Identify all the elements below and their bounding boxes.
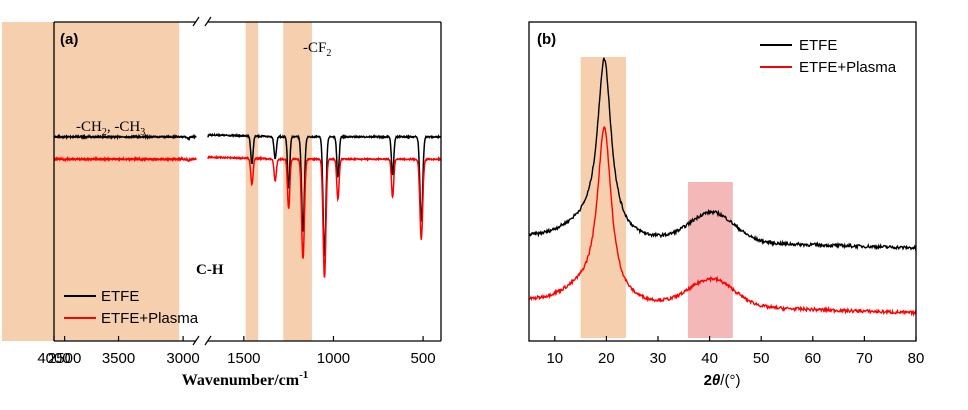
legend-a-label-plasma: ETFE+Plasma: [101, 310, 199, 327]
panel-b-legend: ETFE ETFE+Plasma: [760, 37, 897, 76]
panel-b-ticks: 10 20 30 40 50 60 70 80: [546, 336, 924, 367]
annotation-ch-text: -CH: [76, 119, 102, 135]
panel-b-xtick-label-10: 10: [546, 350, 563, 367]
panel-b-xtick-label-40: 40: [701, 350, 718, 367]
annotation-ch2-ch3: -CH2, -CH3: [76, 119, 145, 138]
panel-b-xtick-label-60: 60: [804, 350, 821, 367]
panel-b: 10 20 30 40 50 60 70 80 (b) ETFE ETFE+Plasma 2θ…: [528, 21, 924, 389]
panel-a-series-1-segment-1: [207, 154, 442, 278]
panel-a-xtick-label-3000: 3000: [166, 350, 199, 367]
panel-b-series-1: [528, 126, 917, 318]
panel-a-series-0-segment-0: [53, 133, 197, 142]
panel-a-series-0-segment-1: [207, 132, 442, 257]
break-mark-bottom-2: [204, 335, 212, 346]
panel-b-xlabel-prefix: 2: [704, 372, 712, 389]
panel-b-xtick-label-20: 20: [598, 350, 615, 367]
panel-a-xtick-label-1500: 1500: [227, 350, 260, 367]
legend-b-label-plasma: ETFE+Plasma: [799, 59, 897, 76]
panel-a-highlight-bands: [1, 22, 312, 341]
panel-a-legend: ETFE ETFE+Plasma: [64, 288, 199, 327]
break-mark-bottom-1: [192, 335, 200, 346]
panel-b-label: (b): [537, 31, 556, 48]
break-mark-top-2: [204, 16, 212, 27]
panel-b-xtick-label-50: 50: [753, 350, 770, 367]
annotation-cf2-sub: 2: [326, 48, 331, 59]
panel-b-frame: [528, 21, 917, 342]
panel-a-xtick-label-3500: 3500: [102, 350, 135, 367]
panel-a-xtick-label-500: 500: [411, 350, 436, 367]
annotation-ch-sub2: 3: [140, 127, 145, 138]
panel-a-frame: [53, 21, 442, 342]
panel-b-highlight-bands: [580, 57, 733, 338]
panel-b-series-0: [528, 57, 917, 252]
panel-b-xlabel-suffix: /(°): [720, 372, 740, 389]
annotation-cf2: -CF2: [303, 40, 331, 59]
panel-a-xtick-label-4000: 4000: [37, 350, 70, 367]
panel-b-curves: [528, 57, 917, 318]
panel-a-curves: [53, 132, 442, 278]
panel-b-xtick-label-80: 80: [908, 350, 925, 367]
panel-b-xtick-label-70: 70: [856, 350, 873, 367]
panel-a-xlabel-sup: -1: [299, 369, 308, 381]
panel-a-xtick-label-1000: 1000: [317, 350, 350, 367]
annotation-cf2-text: -CF: [303, 40, 326, 56]
panel-a-band-0: [1, 22, 180, 341]
panel-a-ticks: 4000 3500 3000 2500 1500 1000 500: [37, 336, 436, 367]
panel-a-xtick-label-2500: 2500: [48, 350, 81, 367]
break-mark-top-1: [192, 16, 200, 27]
panel-b-xlabel-theta: θ: [712, 372, 721, 389]
panel-b-xlabel: 2θ/(°): [704, 372, 741, 389]
annotation-ch-sub: 2: [102, 127, 107, 138]
panel-a-xlabel-text: Wavenumber/cm: [182, 372, 300, 389]
annotation-ch-text2: , -CH: [107, 119, 141, 135]
panel-b-xtick-label-30: 30: [650, 350, 667, 367]
panel-a-label: (a): [60, 31, 78, 48]
panel-a-axis-break-marks: [192, 16, 212, 346]
panel-a-xlabel: Wavenumber/cm-1: [182, 369, 309, 389]
legend-a-label-etfe: ETFE: [101, 288, 139, 305]
panel-b-band-0: [580, 57, 627, 338]
panel-b-band-1: [687, 182, 733, 338]
legend-b-label-etfe: ETFE: [799, 37, 837, 54]
annotation-ch: C-H: [196, 262, 224, 278]
panel-a-series-1-segment-0: [53, 155, 197, 163]
